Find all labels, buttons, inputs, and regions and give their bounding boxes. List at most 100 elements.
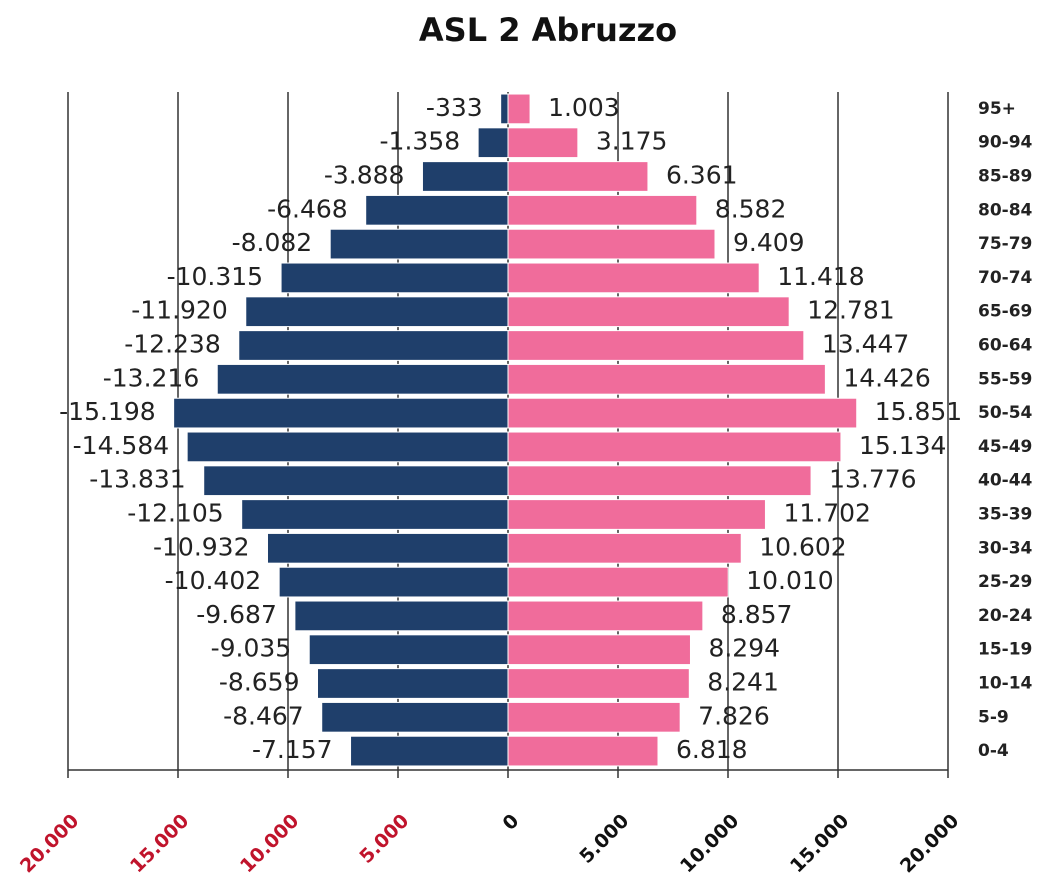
bar [507, 735, 659, 767]
x-tick-label: 15.000 [126, 810, 193, 875]
value-label: 11.702 [783, 499, 870, 528]
value-label: 8.241 [707, 668, 779, 697]
bar [321, 701, 509, 733]
x-tick-label: 0 [499, 810, 524, 835]
value-label: -9.687 [196, 600, 277, 629]
category-label: 40-44 [978, 471, 1033, 491]
bar [173, 397, 509, 429]
bar [507, 296, 790, 328]
bar [238, 330, 509, 361]
category-label: 45-49 [978, 437, 1032, 457]
bar [507, 127, 579, 159]
category-label: 20-24 [978, 606, 1033, 626]
chart-title: ASL 2 Abruzzo [419, 11, 677, 49]
category-label: 5-9 [978, 707, 1009, 727]
bar [365, 194, 509, 226]
value-label: 9.409 [733, 228, 805, 257]
category-label: 30-34 [978, 538, 1033, 558]
value-label: -9.035 [211, 634, 292, 663]
bar [421, 161, 509, 192]
value-label: -10.402 [165, 566, 262, 595]
bar [278, 566, 509, 598]
bar [280, 262, 509, 294]
value-label: 10.602 [759, 532, 846, 561]
value-label: 10.010 [746, 566, 833, 595]
value-label: -14.584 [73, 431, 170, 460]
value-label: -8.082 [232, 228, 313, 257]
value-label: 6.818 [676, 735, 748, 764]
bar [507, 262, 760, 294]
value-label: 8.294 [708, 634, 780, 663]
category-label: 60-64 [978, 336, 1033, 356]
bar [317, 668, 509, 699]
category-label: 55-59 [978, 369, 1032, 389]
category-label: 65-69 [978, 302, 1032, 322]
value-label: -10.932 [153, 532, 250, 561]
value-label: 8.857 [721, 600, 793, 629]
x-tick-label: 15.000 [786, 810, 853, 875]
bar [507, 93, 531, 125]
bar [507, 634, 691, 666]
value-label: 8.582 [715, 194, 787, 223]
value-label: 12.781 [807, 296, 894, 325]
x-tick-label: 10.000 [236, 810, 303, 875]
value-label: 13.447 [822, 330, 909, 359]
category-label: 50-54 [978, 403, 1033, 423]
bar [329, 228, 509, 260]
value-label: 11.418 [777, 262, 864, 291]
bar [507, 532, 742, 564]
category-label: 15-19 [978, 640, 1032, 660]
value-label: 15.851 [875, 397, 962, 426]
category-label: 85-89 [978, 167, 1032, 187]
bar [294, 600, 509, 632]
value-label: -12.105 [127, 499, 224, 528]
bar [477, 127, 509, 159]
value-label: 3.175 [596, 127, 668, 156]
category-label: 70-74 [978, 268, 1033, 288]
value-label: -11.920 [131, 296, 228, 325]
bar [507, 194, 698, 226]
value-label: -15.198 [59, 397, 156, 426]
value-label: -333 [426, 93, 483, 122]
value-label: -10.315 [167, 262, 264, 291]
x-tick-label: 20.000 [896, 810, 963, 875]
x-tick-label: 5.000 [355, 810, 413, 868]
bar [245, 296, 509, 328]
value-label: -8.659 [219, 668, 300, 697]
category-label: 10-14 [978, 674, 1033, 694]
bar [507, 566, 729, 598]
value-label: 13.776 [829, 465, 916, 494]
value-label: 15.134 [859, 431, 946, 460]
category-label: 25-29 [978, 572, 1032, 592]
value-label: -13.216 [103, 363, 200, 392]
value-label: 1.003 [548, 93, 620, 122]
bar [500, 93, 509, 125]
value-label: -6.468 [267, 194, 348, 223]
value-label: -13.831 [89, 465, 186, 494]
bar [507, 397, 858, 429]
x-tick-label: 5.000 [575, 810, 633, 868]
bar [507, 668, 690, 699]
category-label: 95+ [978, 99, 1016, 119]
value-label: -1.358 [380, 127, 461, 156]
bar [216, 363, 509, 395]
category-label: 90-94 [978, 133, 1033, 153]
category-label: 0-4 [978, 741, 1009, 761]
bar [507, 600, 704, 632]
bar [507, 330, 805, 361]
x-tick-label: 20.000 [16, 810, 83, 875]
bar [350, 735, 509, 767]
bar [241, 499, 509, 530]
category-label: 75-79 [978, 234, 1032, 254]
bar [507, 701, 681, 733]
x-tick-label: 10.000 [676, 810, 743, 875]
value-label: -7.157 [252, 735, 333, 764]
category-label: 35-39 [978, 505, 1032, 525]
bar [308, 634, 509, 666]
bar [507, 431, 842, 463]
value-label: 14.426 [843, 363, 930, 392]
bar [203, 465, 509, 497]
bar [507, 363, 826, 395]
bar [507, 228, 716, 260]
